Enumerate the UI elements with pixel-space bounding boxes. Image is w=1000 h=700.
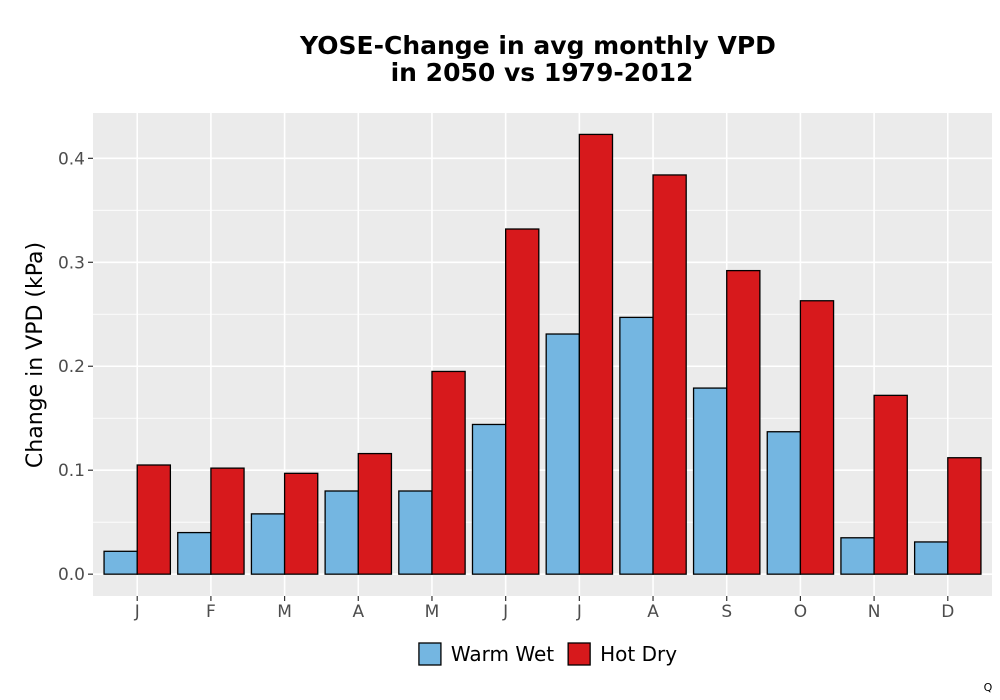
bar-hot-dry-9 [799,300,835,575]
x-tick-label: A [647,602,659,622]
y-tick-label: 0.0 [58,565,85,585]
bar-hot-dry-6 [578,133,614,575]
bar-hot-dry-11 [947,457,982,575]
y-tick-label: 0.3 [58,253,85,273]
x-tick-label: S [721,602,732,622]
corner-mark: Q [984,681,993,694]
x-tick-label: N [868,602,881,622]
bar-warm-wet-6 [545,333,580,575]
bar-warm-wet-9 [766,431,802,575]
bar-warm-wet-7 [619,316,654,575]
legend-key-warm-wet [418,642,442,666]
bar-warm-wet-2 [250,513,286,575]
y-axis-ticks: 0.0 0.1 0.2 0.3 0.4 [58,149,93,585]
bar-warm-wet-0 [103,550,138,575]
bar-warm-wet-5 [471,423,507,575]
bar-warm-wet-10 [840,537,875,575]
bar-hot-dry-8 [726,269,761,575]
y-axis-label: Change in VPD (kPa) [23,242,48,468]
x-tick-label: J [576,602,582,622]
x-tick-label: M [277,602,292,622]
chart-title-line-2: in 2050 vs 1979-2012 [391,58,694,87]
y-tick-label: 0.1 [58,461,85,481]
x-tick-label: M [425,602,440,622]
bar-hot-dry-2 [283,472,319,575]
legend-label: Warm Wet [451,642,554,666]
bar-hot-dry-5 [505,228,540,575]
x-tick-label: O [794,602,807,622]
bar-warm-wet-11 [913,541,949,575]
bar-hot-dry-1 [210,467,245,575]
x-tick-label: J [134,602,140,622]
legend-label: Hot Dry [600,642,677,666]
y-tick-label: 0.4 [58,149,85,169]
bar-warm-wet-8 [692,387,728,575]
bar-hot-dry-7 [652,174,687,575]
x-tick-label: F [206,602,216,622]
bar-warm-wet-3 [324,490,359,575]
y-tick-label: 0.2 [58,357,85,377]
legend: Warm Wet Hot Dry [418,642,677,666]
bar-warm-wet-1 [177,531,212,575]
bar-warm-wet-4 [398,490,433,575]
legend-key-hot-dry [567,642,591,666]
bar-hot-dry-0 [136,464,172,575]
bar-hot-dry-3 [357,452,393,575]
bar-hot-dry-10 [873,394,908,575]
chart-title-line-1: YOSE-Change in avg monthly VPD [299,31,776,60]
x-tick-label: A [352,602,364,622]
bar-hot-dry-4 [431,370,466,575]
x-tick-label: J [502,602,508,622]
x-tick-label: D [941,602,954,622]
bars [103,133,982,575]
